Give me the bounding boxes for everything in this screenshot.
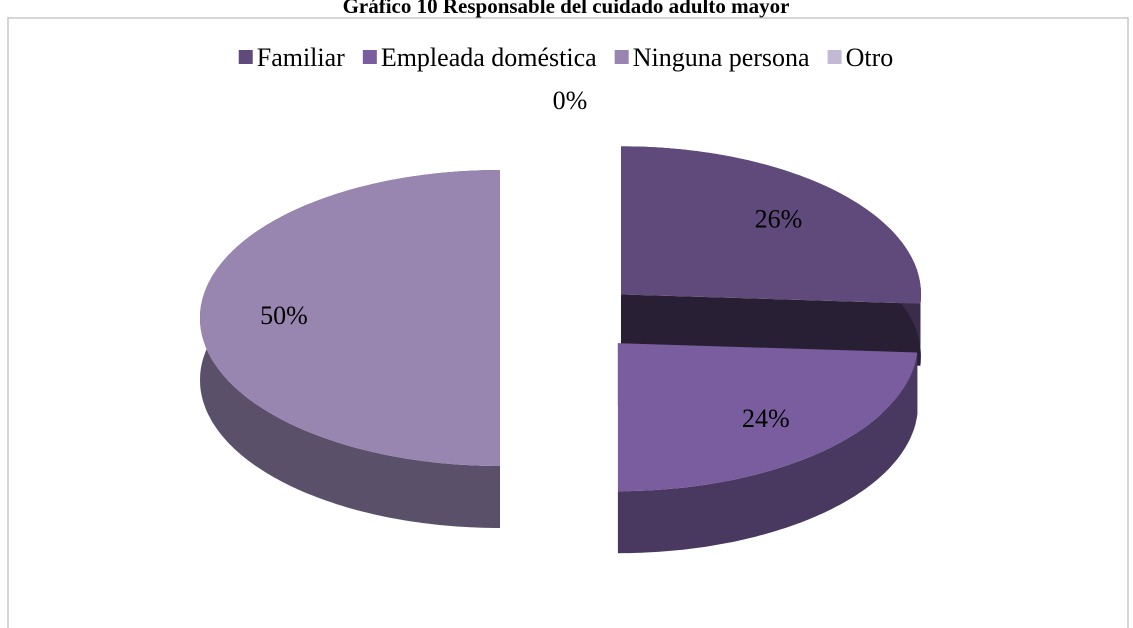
data-label: 0% [553,86,588,115]
data-label: 24% [742,404,790,433]
legend-label: Empleada doméstica [381,43,597,72]
data-label: 26% [755,204,803,233]
legend-swatch [362,50,377,64]
slice [621,146,921,366]
slice [617,343,918,554]
slice-side [617,352,918,554]
legend-swatch [827,50,842,64]
pie: 0% 26% 50% 24% [200,86,921,554]
chart-frame [7,17,1129,628]
legend-swatch [614,50,629,64]
slice-top [200,170,500,466]
data-label: 50% [260,301,308,330]
legend-label: Otro [846,43,894,72]
slice-top [621,146,921,304]
legend: Familiar Empleada doméstica Ninguna person… [238,43,894,72]
title-backdrop [330,0,800,17]
chart-title: Gráfico 10 Responsable del cuidado adult… [343,0,790,18]
legend-label: Ninguna persona [633,43,810,72]
legend-swatch [238,50,253,64]
slice-top [617,343,918,492]
slice [200,170,500,528]
legend-label: Familiar [257,43,345,72]
